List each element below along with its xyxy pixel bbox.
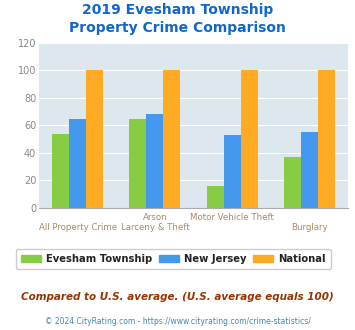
- Bar: [301, 132, 318, 208]
- Text: © 2024 CityRating.com - https://www.cityrating.com/crime-statistics/: © 2024 CityRating.com - https://www.city…: [45, 317, 310, 326]
- Text: Property Crime Comparison: Property Crime Comparison: [69, 21, 286, 35]
- Bar: [207, 186, 224, 208]
- Bar: [52, 134, 69, 208]
- Text: Compared to U.S. average. (U.S. average equals 100): Compared to U.S. average. (U.S. average …: [21, 292, 334, 302]
- Text: 2019 Evesham Township: 2019 Evesham Township: [82, 3, 273, 17]
- Text: All Property Crime: All Property Crime: [39, 223, 117, 232]
- Text: Larceny & Theft: Larceny & Theft: [121, 223, 189, 232]
- Bar: [146, 115, 163, 208]
- Text: Motor Vehicle Theft: Motor Vehicle Theft: [190, 213, 274, 222]
- Bar: [163, 70, 180, 208]
- Bar: [241, 70, 258, 208]
- Bar: [69, 118, 86, 208]
- Bar: [224, 135, 241, 208]
- Text: Burglary: Burglary: [291, 223, 328, 232]
- Bar: [318, 70, 335, 208]
- Bar: [284, 157, 301, 208]
- Legend: Evesham Township, New Jersey, National: Evesham Township, New Jersey, National: [16, 249, 331, 269]
- Text: Arson: Arson: [143, 213, 167, 222]
- Bar: [129, 118, 146, 208]
- Bar: [86, 70, 103, 208]
